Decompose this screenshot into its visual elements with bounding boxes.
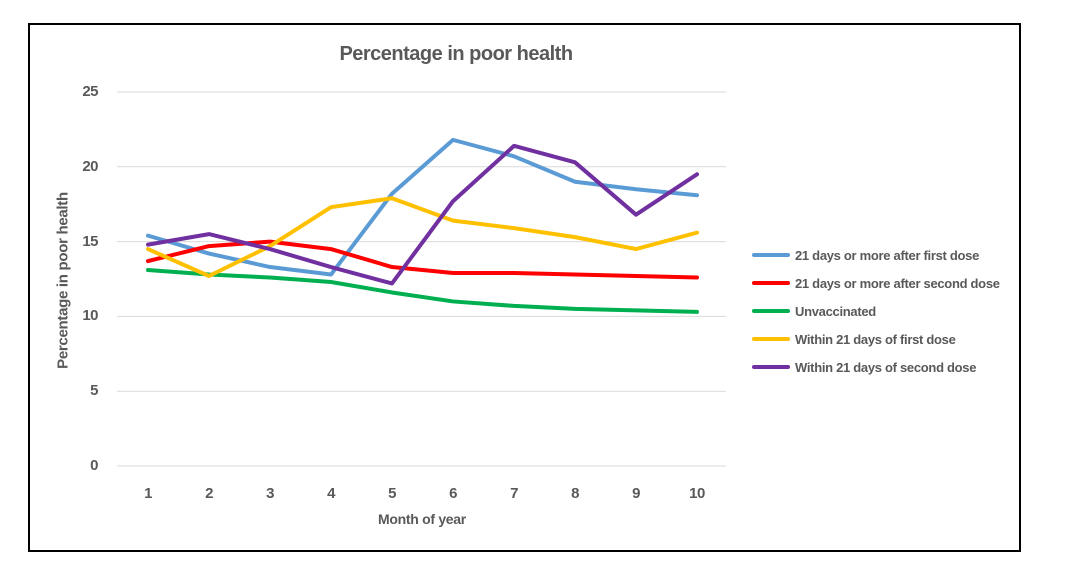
y-tick-label: 20 <box>82 157 98 175</box>
legend-label: 21 days or more after second dose <box>795 275 1000 291</box>
series-line-4[interactable] <box>146 196 699 279</box>
chart-title: Percentage in poor health <box>339 43 573 65</box>
legend-label: 21 days or more after first dose <box>795 247 980 263</box>
y-tick-label: 25 <box>82 83 98 100</box>
chart-legend: 21 days or more after first dose 21 days … <box>752 247 1000 375</box>
legend-item-3[interactable]: Unvaccinated <box>752 303 1000 319</box>
legend-swatch-icon <box>752 365 790 369</box>
x-axis-title: Month of year <box>378 511 466 527</box>
legend-label: Within 21 days of first dose <box>795 331 956 347</box>
legend-swatch-icon <box>752 337 790 341</box>
x-tick-label: 3 <box>266 485 274 502</box>
x-tick-label: 1 <box>144 485 152 502</box>
series-line-1[interactable] <box>146 137 699 277</box>
legend-item-4[interactable]: Within 21 days of first dose <box>752 331 1000 347</box>
x-tick-label: 6 <box>449 485 457 502</box>
series-line-2[interactable] <box>146 239 699 280</box>
series-line-5[interactable] <box>146 143 699 286</box>
y-tick-label: 10 <box>82 307 98 325</box>
legend-item-5[interactable]: Within 21 days of second dose <box>752 359 1000 375</box>
x-tick-label: 8 <box>571 485 579 502</box>
legend-swatch-icon <box>752 309 790 313</box>
x-tick-label: 7 <box>510 485 518 502</box>
legend-label: Unvaccinated <box>795 303 876 319</box>
y-tick-label: 0 <box>90 457 98 474</box>
legend-item-2[interactable]: 21 days or more after second dose <box>752 275 1000 291</box>
series-line-3[interactable] <box>146 268 699 314</box>
legend-item-1[interactable]: 21 days or more after first dose <box>752 247 1000 263</box>
legend-label: Within 21 days of second dose <box>795 359 977 375</box>
y-tick-label: 15 <box>82 232 98 250</box>
x-tick-label: 4 <box>327 485 335 502</box>
y-tick-label: 5 <box>90 382 98 400</box>
x-tick-label: 2 <box>205 485 213 502</box>
chart-frame <box>28 23 1021 552</box>
y-axis-title: Percentage in poor health <box>54 192 72 369</box>
x-tick-label: 10 <box>689 485 705 502</box>
legend-swatch-icon <box>752 253 790 257</box>
x-tick-label: 5 <box>388 485 396 502</box>
x-tick-label: 9 <box>632 485 640 502</box>
legend-swatch-icon <box>752 281 790 285</box>
